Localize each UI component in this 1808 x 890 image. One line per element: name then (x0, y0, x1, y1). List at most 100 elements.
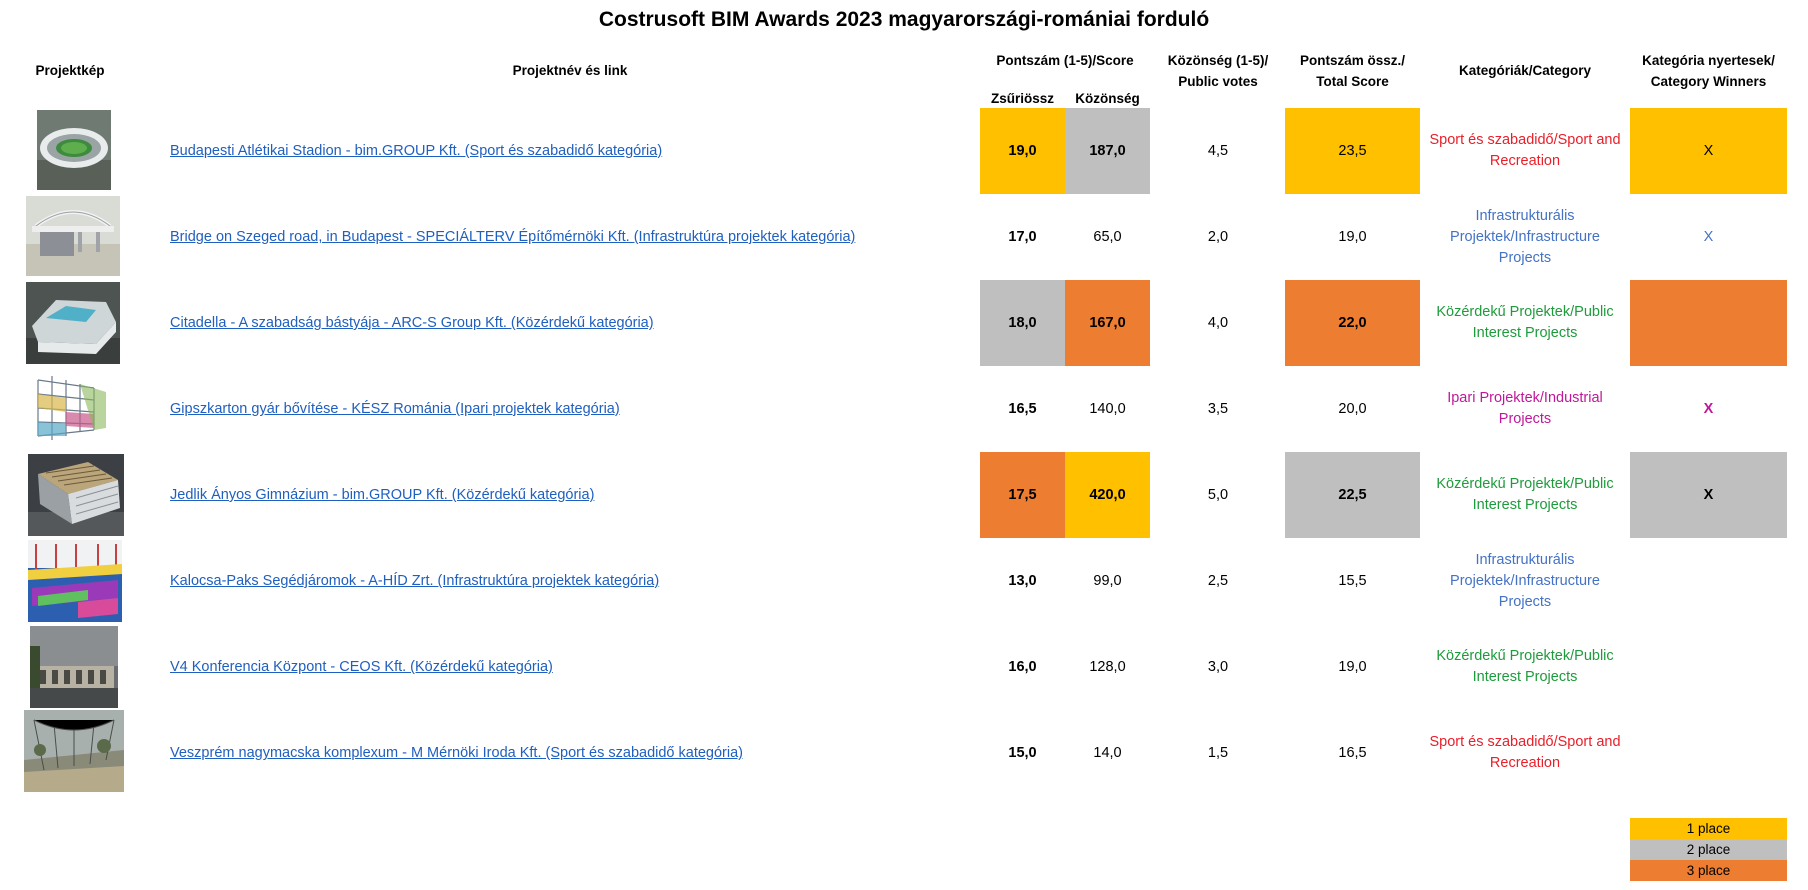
public-votes: 4,5 (1168, 108, 1268, 194)
category-line: Infrastrukturális (1450, 550, 1600, 571)
header-total: Pontszám össz./ Total Score (1285, 50, 1420, 92)
category-line: Sport és szabadidő/Sport and (1429, 732, 1620, 753)
header-name: Projektnév és link (170, 60, 970, 81)
winner-mark (1630, 280, 1787, 366)
winner-mark: X (1630, 366, 1787, 452)
winner-mark (1630, 538, 1787, 624)
category-line: Interest Projects (1436, 323, 1613, 344)
category-line: Ipari Projektek/Industrial (1447, 388, 1603, 409)
category-line: Recreation (1429, 151, 1620, 172)
jury-score: 15,0 (980, 710, 1065, 796)
public-votes: 2,5 (1168, 538, 1268, 624)
table-row: Citadella - A szabadság bástyája - ARC-S… (0, 280, 1808, 366)
category-line: Közérdekű Projektek/Public (1436, 474, 1613, 495)
total-score: 15,5 (1285, 538, 1420, 624)
category: Közérdekű Projektek/PublicInterest Proje… (1420, 452, 1630, 538)
citadella-thumbnail (26, 282, 120, 364)
winner-mark: X (1630, 108, 1787, 194)
project-link[interactable]: Gipszkarton gyár bővítése - KÉSZ Románia… (170, 366, 620, 452)
table-row: Kalocsa-Paks Segédjáromok - A-HÍD Zrt. (… (0, 538, 1808, 624)
page-title: Costrusoft BIM Awards 2023 magyarországi… (0, 8, 1808, 32)
jury-score: 13,0 (980, 538, 1065, 624)
public-votes: 3,5 (1168, 366, 1268, 452)
total-score: 16,5 (1285, 710, 1420, 796)
table-row: Jedlik Ányos Gimnázium - bim.GROUP Kft. … (0, 452, 1808, 538)
jury-score: 16,5 (980, 366, 1065, 452)
header-jury: Zsűriössz (980, 88, 1065, 109)
table-row: Veszprém nagymacska komplexum - M Mérnök… (0, 710, 1808, 796)
total-score: 22,0 (1285, 280, 1420, 366)
factory-thumbnail (30, 370, 112, 448)
category-line: Sport és szabadidő/Sport and (1429, 130, 1620, 151)
header-score: Pontszám (1-5)/Score (980, 50, 1150, 71)
header-winners-line1: Kategória nyertesek/ (1630, 50, 1787, 71)
category: Sport és szabadidő/Sport andRecreation (1420, 710, 1630, 796)
header-public: Közönség (1065, 88, 1150, 109)
category-line: Infrastrukturális (1450, 206, 1600, 227)
project-link[interactable]: Veszprém nagymacska komplexum - M Mérnök… (170, 710, 743, 796)
project-link[interactable]: V4 Konferencia Központ - CEOS Kft. (Közé… (170, 624, 553, 710)
public-score: 140,0 (1065, 366, 1150, 452)
jury-score: 16,0 (980, 624, 1065, 710)
category: InfrastrukturálisProjektek/Infrastructur… (1420, 538, 1630, 624)
winner-mark: X (1630, 452, 1787, 538)
public-score: 65,0 (1065, 194, 1150, 280)
header-votes: Közönség (1-5)/ Public votes (1160, 50, 1276, 92)
public-votes: 2,0 (1168, 194, 1268, 280)
total-score: 23,5 (1285, 108, 1420, 194)
project-link[interactable]: Bridge on Szeged road, in Budapest - SPE… (170, 194, 855, 280)
category: Közérdekű Projektek/PublicInterest Proje… (1420, 280, 1630, 366)
conference-thumbnail (30, 626, 118, 708)
category-line: Interest Projects (1436, 495, 1613, 516)
category: Közérdekű Projektek/PublicInterest Proje… (1420, 624, 1630, 710)
jury-score: 17,5 (980, 452, 1065, 538)
table-row: Bridge on Szeged road, in Budapest - SPE… (0, 194, 1808, 280)
category: Sport és szabadidő/Sport andRecreation (1420, 108, 1630, 194)
category-line: Interest Projects (1436, 667, 1613, 688)
category-line: Közérdekű Projektek/Public (1436, 302, 1613, 323)
header-total-line2: Total Score (1285, 71, 1420, 92)
table-row: Budapesti Atlétikai Stadion - bim.GROUP … (0, 108, 1808, 194)
ferry-thumbnail (28, 540, 122, 622)
winner-mark (1630, 710, 1787, 796)
header-votes-line2: Public votes (1160, 71, 1276, 92)
category-line: Projects (1447, 409, 1603, 430)
legend-first-place: 1 place (1630, 818, 1787, 839)
school-thumbnail (28, 454, 124, 536)
header-winners: Kategória nyertesek/ Category Winners (1630, 50, 1787, 92)
category-line: Közérdekű Projektek/Public (1436, 646, 1613, 667)
public-score: 420,0 (1065, 452, 1150, 538)
public-score: 14,0 (1065, 710, 1150, 796)
public-score: 128,0 (1065, 624, 1150, 710)
public-score: 99,0 (1065, 538, 1150, 624)
jury-score: 18,0 (980, 280, 1065, 366)
bridge-thumbnail (26, 196, 120, 276)
public-votes: 1,5 (1168, 710, 1268, 796)
total-score: 19,0 (1285, 624, 1420, 710)
public-votes: 3,0 (1168, 624, 1268, 710)
jury-score: 19,0 (980, 108, 1065, 194)
table-row: Gipszkarton gyár bővítése - KÉSZ Románia… (0, 366, 1808, 452)
category-line: Recreation (1429, 753, 1620, 774)
header-total-line1: Pontszám össz./ (1285, 50, 1420, 71)
stadium-thumbnail (37, 110, 111, 190)
jury-score: 17,0 (980, 194, 1065, 280)
project-link[interactable]: Citadella - A szabadság bástyája - ARC-S… (170, 280, 654, 366)
total-score: 22,5 (1285, 452, 1420, 538)
public-score: 187,0 (1065, 108, 1150, 194)
project-link[interactable]: Budapesti Atlétikai Stadion - bim.GROUP … (170, 108, 662, 194)
public-votes: 5,0 (1168, 452, 1268, 538)
total-score: 19,0 (1285, 194, 1420, 280)
bigcat-thumbnail (24, 710, 124, 792)
project-link[interactable]: Kalocsa-Paks Segédjáromok - A-HÍD Zrt. (… (170, 538, 659, 624)
category-line: Projects (1450, 592, 1600, 613)
winner-mark (1630, 624, 1787, 710)
category-line: Projects (1450, 248, 1600, 269)
legend-second-place: 2 place (1630, 839, 1787, 860)
category: Ipari Projektek/IndustrialProjects (1420, 366, 1630, 452)
total-score: 20,0 (1285, 366, 1420, 452)
project-link[interactable]: Jedlik Ányos Gimnázium - bim.GROUP Kft. … (170, 452, 594, 538)
category: InfrastrukturálisProjektek/Infrastructur… (1420, 194, 1630, 280)
legend-third-place: 3 place (1630, 860, 1787, 881)
header-winners-line2: Category Winners (1630, 71, 1787, 92)
